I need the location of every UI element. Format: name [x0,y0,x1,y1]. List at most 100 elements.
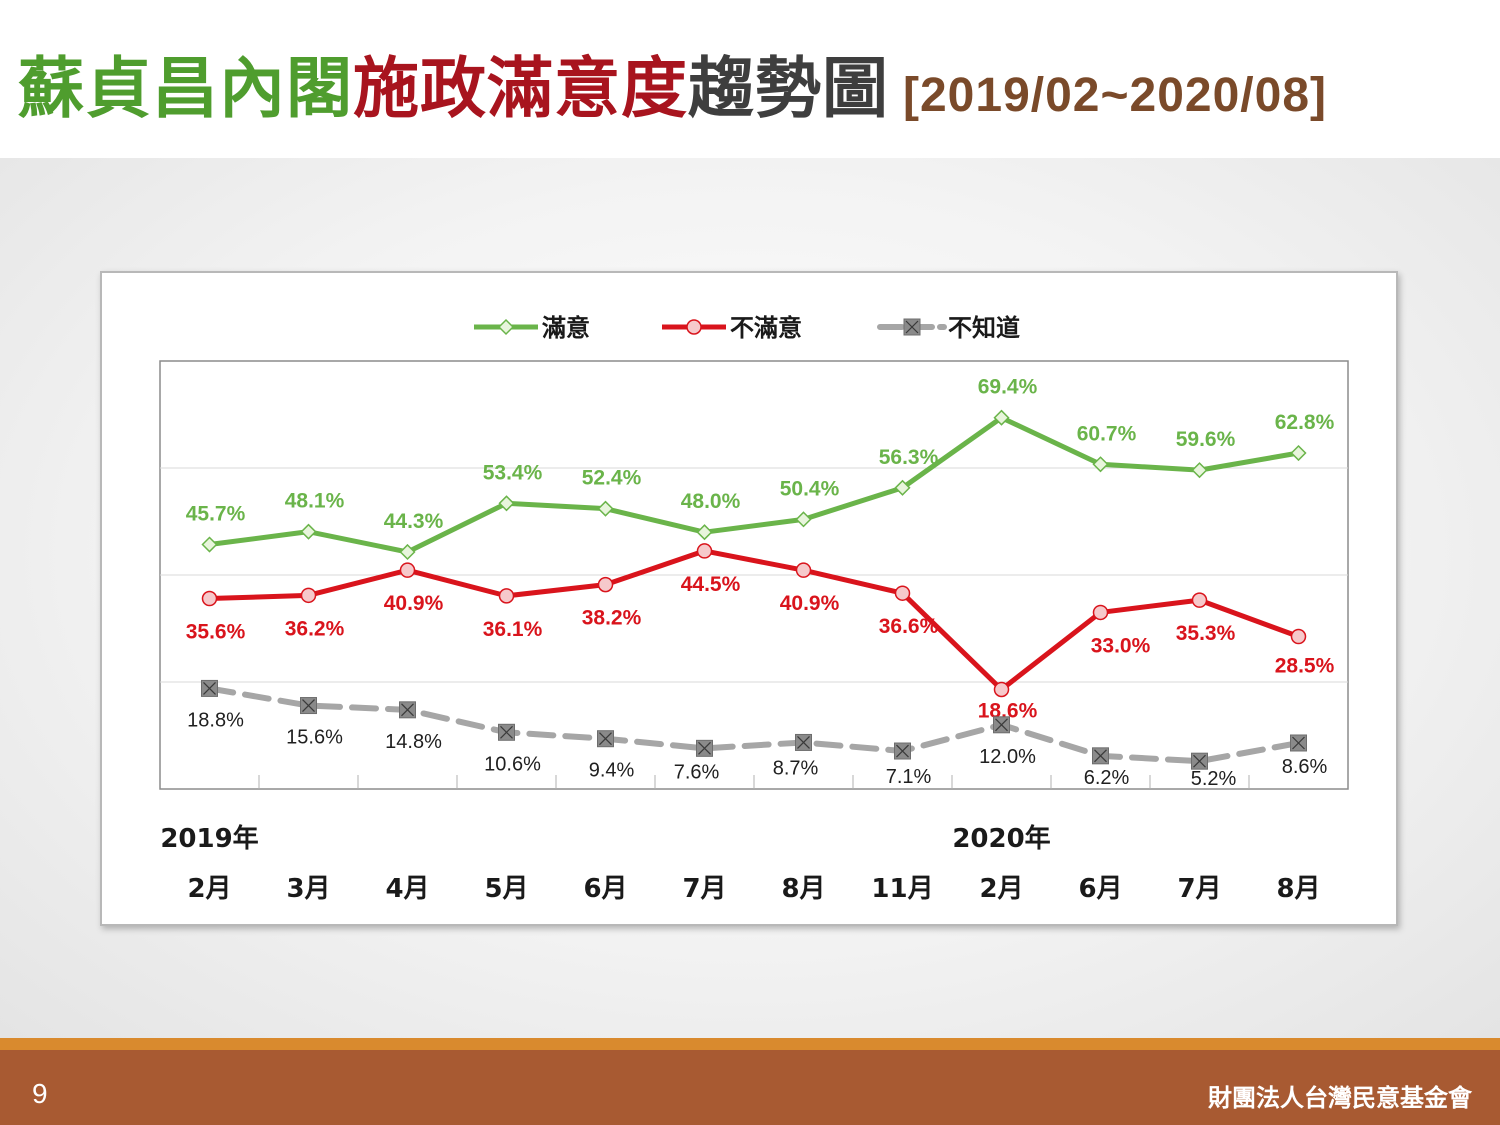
legend-marker [686,319,702,335]
data-label: 40.9% [384,592,444,615]
x-tick-label: 8月 [1276,874,1320,904]
title-bar: 蘇貞昌內閣施政滿意度趨勢圖 [2019/02~2020/08] [0,0,1500,158]
footer-band: 9 財團法人台灣民意基金會 [0,1038,1500,1125]
data-label: 36.1% [483,618,543,641]
data-label: 9.4% [589,760,635,782]
organization-name: 財團法人台灣民意基金會 [1208,1084,1472,1112]
data-label: 8.6% [1282,756,1328,778]
data-point [1290,444,1307,462]
title-part-satisfaction: 施政滿意度 [353,50,688,127]
data-label: 36.6% [879,615,939,638]
data-label: 69.4% [978,376,1038,399]
data-point [993,409,1010,426]
series-line-1 [209,548,1300,692]
x-tick-label: 4月 [385,874,429,904]
data-label: 35.3% [1176,622,1236,645]
title-part-trend: 趨勢圖 [688,50,889,127]
year-label: 2020年 [952,823,1050,854]
data-label: 12.0% [979,746,1036,768]
legend-label: 滿意 [542,314,590,342]
x-tick-label: 11月 [871,874,933,904]
title-part-cabinet: 蘇貞昌內閣 [18,50,353,127]
data-point [894,585,911,601]
data-point [894,479,911,496]
data-point [795,511,812,528]
data-label: 48.1% [285,490,345,513]
series-line-2 [206,685,1302,765]
data-label: 14.8% [385,731,442,753]
data-label: 50.4% [780,477,840,500]
data-label: 52.4% [582,467,642,490]
data-point [597,730,614,748]
data-label: 44.3% [384,510,444,533]
data-label: 7.1% [886,766,932,788]
data-point [1290,734,1307,752]
data-label: 5.2% [1191,768,1237,790]
data-label: 45.7% [186,503,246,526]
data-label: 6.2% [1084,767,1130,789]
data-point [1191,592,1208,608]
data-label: 59.6% [1176,428,1236,451]
data-point [1092,604,1109,621]
legend-marker [497,318,515,336]
year-label: 2019年 [160,823,258,854]
data-point [993,681,1010,698]
data-point [201,679,218,697]
x-tick-label: 2月 [979,874,1023,904]
legend-label: 不滿意 [730,314,802,342]
line-chart: 45.7% 48.1% 44.3% 53.4% 52.4% 48.0% 50.4% 56.3%… [159,314,1349,904]
data-label: 15.6% [286,727,343,749]
data-point [993,716,1010,734]
data-label: 40.9% [780,592,840,615]
slide-title: 蘇貞昌內閣施政滿意度趨勢圖 [2019/02~2020/08] [18,48,1327,137]
data-point [696,543,713,559]
data-point [498,495,515,512]
data-label: 18.8% [187,709,244,731]
data-point [300,587,317,604]
x-tick-label: 6月 [1078,874,1122,904]
chart-frame: 45.7% 48.1% 44.3% 53.4% 52.4% 48.0% 50.4% 56.3%… [100,271,1398,926]
data-point [696,524,713,541]
data-point [597,576,614,593]
x-tick-label: 7月 [682,874,726,904]
data-point [1092,456,1109,473]
data-label: 53.4% [483,461,543,484]
x-tick-label: 8月 [781,874,825,904]
x-tick-label: 2月 [187,874,231,904]
data-label: 60.7% [1077,422,1137,445]
data-point [498,723,515,741]
series-line-0 [209,415,1299,555]
data-point [1191,752,1208,770]
data-point [597,500,614,517]
data-point [1290,628,1307,645]
page-number: 9 [32,1078,48,1109]
data-label: 56.3% [879,446,939,469]
data-label: 18.6% [978,699,1038,722]
data-point [399,562,416,578]
data-label: 62.8% [1275,411,1335,434]
data-label: 44.5% [681,573,741,596]
x-tick-label: 6月 [583,874,627,904]
data-point [1092,747,1109,765]
data-label: 33.0% [1091,634,1151,657]
data-point [201,536,218,553]
data-point [300,697,317,715]
title-date-range: [2019/02~2020/08] [903,69,1328,122]
data-point [1191,462,1208,479]
data-point [696,739,713,757]
data-label: 35.6% [186,621,246,644]
data-label: 36.2% [285,617,345,640]
data-label: 48.0% [681,490,741,513]
data-label: 28.5% [1275,655,1335,678]
x-tick-label: 5月 [484,874,528,904]
x-tick-label: 3月 [286,874,330,904]
data-point [498,588,515,604]
legend-marker [903,318,921,336]
data-point [201,590,218,607]
data-point [795,562,812,578]
data-point [399,701,416,719]
data-point [795,733,812,751]
data-point [399,543,416,561]
data-point [300,523,317,540]
data-label: 10.6% [484,753,541,775]
